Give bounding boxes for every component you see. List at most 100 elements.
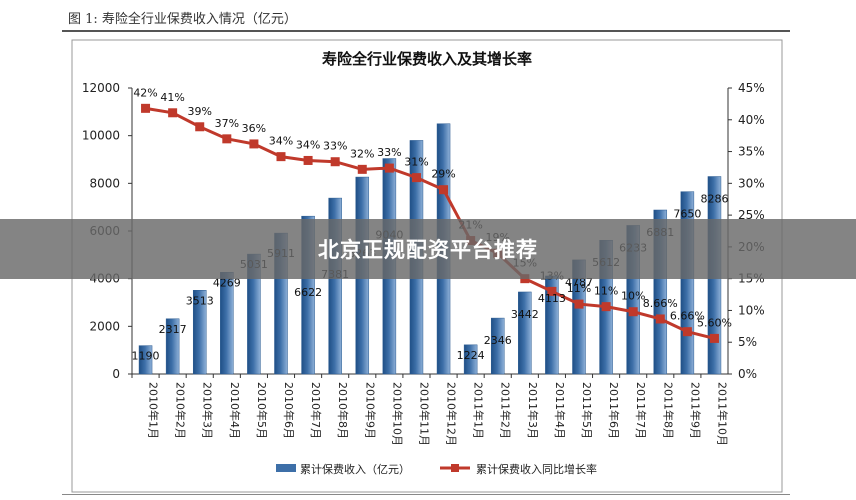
growth-value-label: 39% (188, 105, 212, 118)
figure-caption: 图 1: 寿险全行业保费收入情况（亿元） (68, 12, 297, 27)
x-tick-label: 2010年9月 (363, 382, 377, 439)
x-tick-label: 2011年8月 (661, 382, 675, 439)
growth-marker (628, 307, 638, 317)
growth-value-label: 31% (404, 156, 428, 169)
y-left-tick-label: 0 (112, 367, 120, 381)
x-tick-label: 2011年9月 (688, 382, 702, 439)
x-tick-label: 2011年7月 (634, 382, 648, 439)
growth-value-label: 34% (296, 138, 320, 151)
growth-value-label: 32% (350, 147, 374, 160)
growth-marker (276, 152, 286, 162)
bar (138, 345, 153, 375)
legend-label-bar: 累计保费收入（亿元） (300, 462, 410, 476)
growth-marker (574, 299, 584, 309)
growth-value-label: 11% (594, 285, 618, 298)
bar (490, 317, 505, 375)
x-tick-label: 2011年3月 (526, 382, 540, 439)
growth-marker (411, 173, 421, 183)
growth-marker (655, 314, 665, 324)
x-tick-label: 2010年3月 (201, 382, 215, 439)
bar (192, 290, 207, 375)
y-right-tick-label: 35% (738, 145, 765, 159)
overlay-text: 北京正规配资平台推荐 (318, 238, 538, 262)
x-tick-label: 2011年6月 (607, 382, 621, 439)
legend-label-line: 累计保费收入同比增长率 (476, 462, 597, 476)
bar-value-label: 4787 (565, 276, 593, 289)
y-left-tick-label: 10000 (82, 129, 120, 143)
y-left-tick-label: 12000 (82, 81, 120, 95)
x-tick-label: 2011年4月 (553, 382, 567, 439)
growth-value-label: 10% (621, 290, 645, 303)
growth-marker (547, 286, 557, 296)
growth-marker (141, 103, 151, 113)
x-tick-label: 2011年2月 (499, 382, 513, 439)
bar-value-label: 2317 (159, 323, 187, 336)
x-tick-label: 2010年6月 (282, 382, 296, 439)
y-right-tick-label: 25% (738, 208, 765, 222)
growth-marker (195, 122, 205, 132)
y-left-tick-label: 8000 (89, 176, 120, 190)
y-left-tick-label: 2000 (89, 319, 120, 333)
x-tick-label: 2010年8月 (336, 382, 350, 439)
x-tick-label: 2010年2月 (174, 382, 188, 439)
growth-value-label: 11% (567, 282, 591, 295)
growth-value-label: 33% (377, 146, 401, 159)
growth-marker (357, 164, 367, 174)
growth-line (145, 106, 715, 340)
x-tick-label: 2010年12月 (445, 382, 459, 446)
y-right-tick-label: 0% (738, 367, 757, 381)
growth-value-label: 41% (160, 91, 184, 104)
overlay-banner: 北京正规配资平台推荐 (0, 219, 856, 279)
y-right-tick-label: 45% (738, 81, 765, 95)
growth-value-label: 42% (133, 86, 157, 99)
bar-value-label: 8286 (700, 193, 728, 206)
x-tick-label: 2010年7月 (309, 382, 323, 439)
x-tick-label: 2011年1月 (472, 382, 486, 439)
x-tick-label: 2010年4月 (228, 382, 242, 439)
bar-value-label: 3513 (186, 294, 214, 307)
x-tick-label: 2010年10月 (390, 382, 404, 446)
bar-value-label: 4269 (213, 276, 241, 289)
growth-marker (439, 185, 449, 195)
bottom-divider (62, 494, 790, 495)
growth-marker (601, 302, 611, 312)
bar (463, 344, 478, 375)
x-tick-label: 2011年5月 (580, 382, 594, 439)
bar-value-label: 2346 (484, 334, 512, 347)
growth-value-label: 34% (269, 135, 293, 148)
growth-marker (709, 333, 719, 343)
caption-divider (62, 30, 790, 32)
bar-value-label: 1190 (132, 350, 160, 363)
growth-marker (249, 139, 259, 149)
growth-value-label: 29% (431, 168, 455, 181)
x-tick-label: 2011年10月 (715, 382, 729, 446)
bar (518, 291, 532, 375)
bar-value-label: 7650 (673, 208, 701, 221)
bar-value-label: 3442 (511, 308, 539, 321)
growth-value-label: 37% (215, 117, 239, 130)
growth-value-label: 36% (242, 122, 266, 135)
growth-marker (303, 155, 313, 165)
bar (165, 318, 180, 375)
growth-marker (682, 327, 692, 337)
growth-value-label: 6.66% (670, 310, 705, 323)
growth-value-label: 33% (323, 140, 347, 153)
bar-value-label: 4113 (538, 292, 566, 305)
x-tick-label: 2010年11月 (417, 382, 431, 446)
growth-value-label: 8.66% (643, 297, 678, 310)
growth-marker (330, 157, 340, 167)
x-tick-label: 2010年5月 (255, 382, 269, 439)
legend-swatch-bar (276, 464, 296, 472)
y-right-tick-label: 10% (738, 303, 765, 317)
x-tick-label: 2010年1月 (147, 382, 161, 439)
growth-marker (168, 108, 178, 118)
chart-title: 寿险全行业保费收入及其增长率 (322, 50, 532, 68)
growth-value-label: 5.60% (697, 316, 732, 329)
growth-marker (222, 134, 232, 144)
y-right-tick-label: 40% (738, 113, 765, 127)
growth-marker (384, 163, 394, 173)
bar-value-label: 1224 (457, 349, 485, 362)
y-right-tick-label: 30% (738, 176, 765, 190)
legend-swatch-marker (451, 464, 459, 472)
bar-value-label: 6622 (294, 286, 322, 299)
